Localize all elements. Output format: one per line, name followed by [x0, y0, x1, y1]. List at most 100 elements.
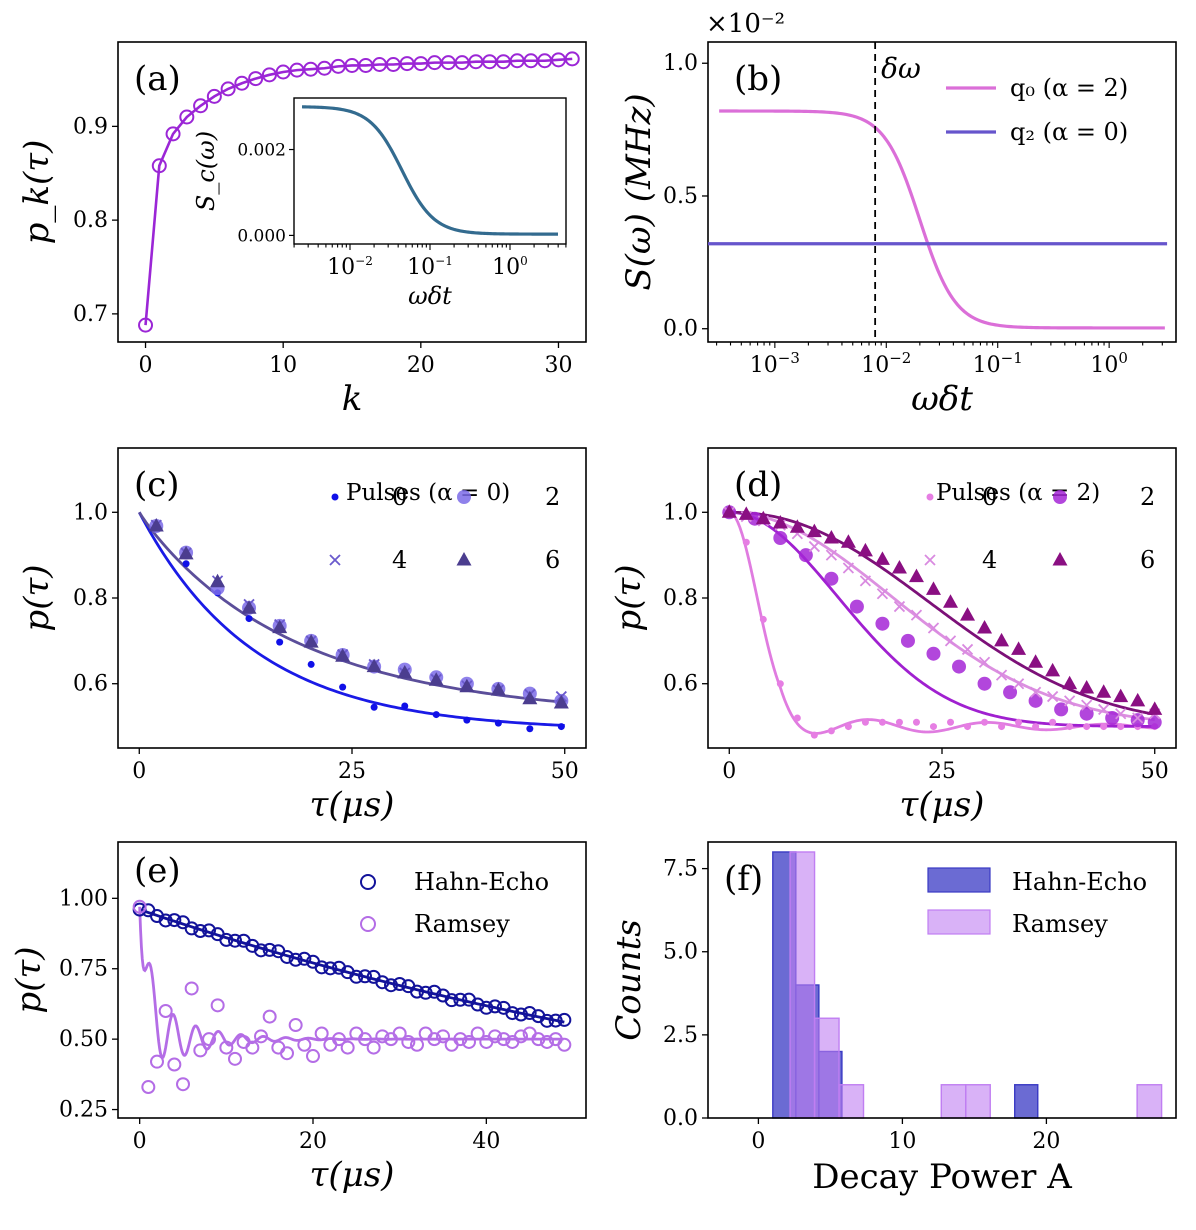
x-tick-label: 10	[888, 1129, 916, 1154]
x-tick-label: 0	[132, 759, 146, 784]
point-pulses-0	[1117, 723, 1125, 731]
hahn-echo-point	[280, 949, 294, 964]
point-pulses-0	[929, 723, 937, 731]
point-pulses-6	[823, 530, 839, 544]
panel-label-f: (f)	[724, 859, 763, 899]
legend-marker	[360, 874, 376, 890]
point-pulses-0	[912, 718, 920, 726]
point-pulses-2	[849, 599, 864, 614]
ramsey-point	[167, 1057, 182, 1072]
x-tick-label: 40	[472, 1129, 500, 1154]
legend-label: 6	[1140, 546, 1155, 574]
point-pulses-2	[1028, 693, 1043, 708]
point-pulses-0	[1015, 718, 1023, 726]
point-pulses-6	[925, 581, 941, 595]
y-tick-label: 0.6	[73, 672, 108, 697]
legend-label: q₂ (α = 0)	[1010, 118, 1128, 146]
ramsey-point	[470, 1026, 485, 1041]
hahn-echo-point	[453, 992, 468, 1007]
y-tick-label: 0.002	[237, 141, 286, 161]
point-pulses-2	[1147, 715, 1162, 730]
point-pulses-6	[148, 518, 164, 532]
point-pulses-4	[927, 622, 940, 634]
point-pulses-4	[876, 588, 889, 600]
point-pulses-4	[944, 635, 957, 647]
ramsey-point	[323, 1037, 338, 1052]
y-tick-label: 0.6	[663, 672, 698, 697]
pk-point	[220, 81, 236, 97]
point-pulses-6	[241, 600, 257, 614]
point-pulses-0	[1049, 718, 1057, 726]
q0-curve	[719, 109, 1165, 330]
panel-e-axes	[117, 841, 587, 1119]
panel-label-d: (d)	[734, 465, 782, 505]
hahn-echo-point	[358, 969, 372, 984]
inset-y-label: S_c(ω)	[192, 131, 220, 211]
y-axis-label: Counts	[609, 919, 649, 1040]
legend-marker	[456, 552, 472, 566]
panel-b-axes	[707, 41, 1177, 343]
inset-frame	[293, 97, 567, 245]
x-tick-label: 25	[928, 759, 956, 784]
ramsey-point	[453, 1032, 468, 1047]
ramsey-point	[202, 1032, 216, 1047]
point-pulses-6	[738, 506, 754, 520]
point-pulses-6	[772, 515, 788, 529]
ramsey-point	[254, 1029, 268, 1044]
point-pulses-0	[276, 638, 284, 646]
point-pulses-6	[806, 523, 822, 538]
hahn-echo-point	[297, 951, 312, 966]
point-pulses-0	[861, 718, 869, 726]
panel-b: 10−3 10−2 10−1 100 0.0 0.5 1.0 δω ×10⁻² (b) q₀ (α …	[619, 9, 1177, 419]
legend-label: Ramsey	[1012, 910, 1108, 938]
point-pulses-6	[459, 678, 475, 693]
ramsey-point	[184, 981, 199, 996]
x-tick-label: 0	[133, 1129, 147, 1154]
point-pulses-2	[875, 616, 890, 631]
point-pulses-0	[742, 538, 750, 546]
inset-axes: 10−2 10−1 100 0.000 0.002 ωδt S_c(ω)	[192, 97, 567, 310]
y-tick-label: 1.0	[73, 500, 108, 525]
legend-label: 0	[982, 483, 997, 511]
legend-marker	[1052, 552, 1068, 566]
point-pulses-4	[1132, 712, 1144, 724]
point-pulses-6	[272, 619, 288, 634]
ramsey-point	[540, 1034, 554, 1049]
point-pulses-0	[1066, 723, 1074, 731]
hahn-echo-point	[254, 943, 268, 958]
hahn-echo-point	[202, 923, 216, 938]
point-pulses-0	[494, 719, 502, 727]
point-pulses-6	[1147, 701, 1163, 715]
legend-label: 2	[1140, 483, 1155, 511]
legend-marker	[924, 554, 936, 566]
ramsey-point	[132, 899, 147, 914]
x-tick-label: 30	[544, 353, 572, 378]
ramsey-point	[332, 1032, 346, 1047]
legend-label: 0	[392, 483, 407, 511]
point-pulses-6	[303, 634, 319, 648]
point-pulses-6	[335, 648, 351, 662]
ramsey-point	[427, 1032, 442, 1047]
hist-bar-ramsey	[940, 1084, 967, 1119]
ramsey-point	[271, 1040, 286, 1055]
y-axis-label: p(τ)	[9, 946, 49, 1013]
ramsey-point	[375, 1029, 390, 1044]
ramsey-point	[288, 1018, 303, 1033]
legend-marker	[331, 493, 339, 501]
legend-title: Pulses (α = 0)	[346, 480, 510, 506]
hahn-echo-point	[184, 921, 199, 936]
y-tick-label: 0.50	[59, 1027, 108, 1052]
point-pulses-2	[952, 659, 967, 674]
ramsey-point	[462, 1034, 476, 1049]
x-tick-label: 10−2	[861, 349, 911, 378]
point-pulses-6	[891, 560, 907, 574]
point-pulses-6	[960, 607, 976, 621]
point-pulses-4	[893, 600, 906, 613]
legend-label: 2	[545, 483, 560, 511]
point-pulses-0	[998, 723, 1006, 731]
x-tick-label: 0	[722, 759, 736, 784]
point-pulses-0	[1100, 723, 1108, 731]
y-tick-label: 0.0	[663, 317, 698, 342]
hahn-echo-point	[158, 913, 173, 928]
legend-swatch	[927, 909, 991, 935]
